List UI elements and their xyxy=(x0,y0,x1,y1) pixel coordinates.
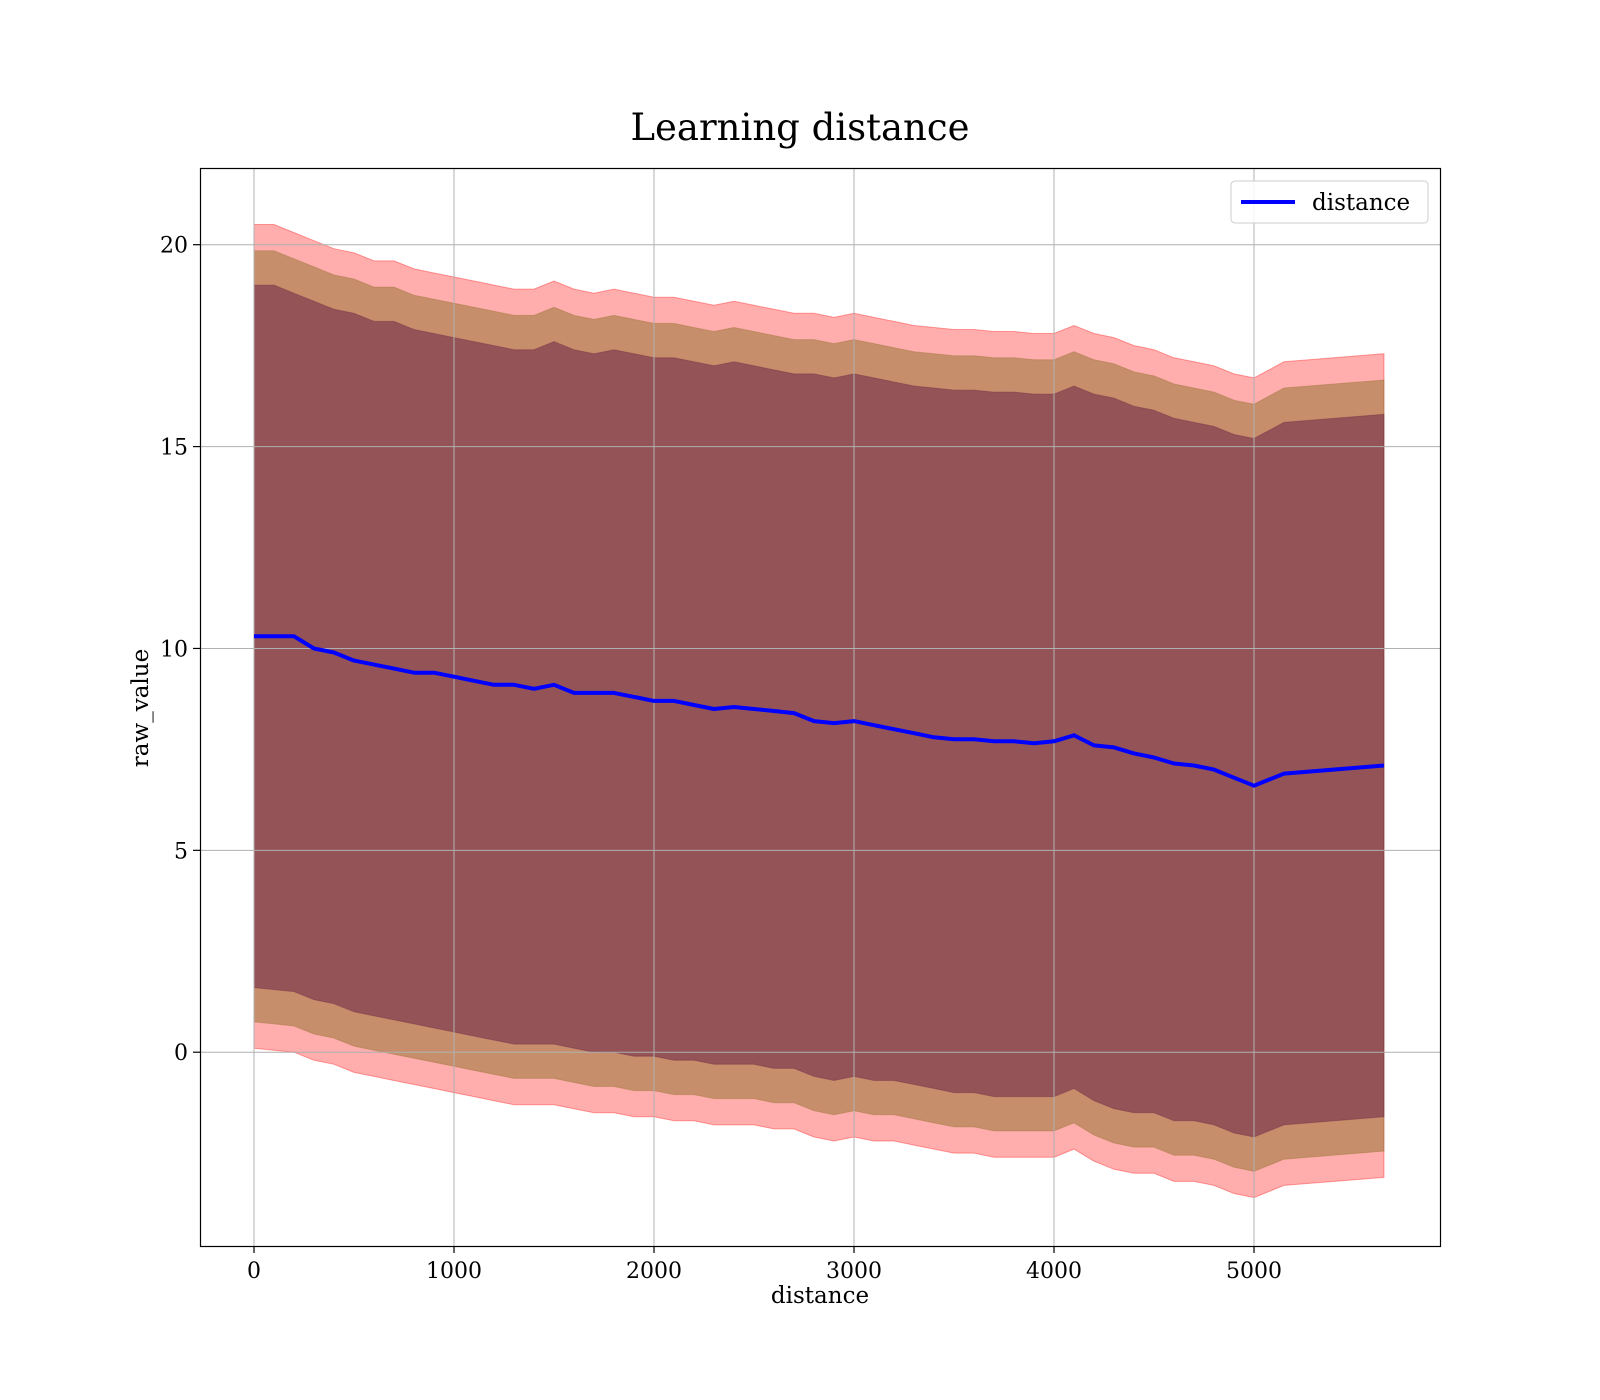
x-tick-label: 0 xyxy=(247,1259,261,1284)
x-axis-label: distance xyxy=(771,1283,869,1309)
y-axis-label: raw_value xyxy=(128,649,154,767)
band-inner xyxy=(253,284,1385,1138)
x-tick-label: 2000 xyxy=(626,1259,682,1284)
y-tick-label: 5 xyxy=(174,839,188,864)
legend-entry-distance: distance xyxy=(1312,190,1410,216)
plot-frame xyxy=(199,167,1442,1248)
x-tick-label: 3000 xyxy=(826,1259,882,1284)
y-axis-ticks: 0 5 10 15 20 xyxy=(160,234,200,1066)
x-axis-ticks: 0 1000 2000 3000 4000 5000 xyxy=(247,1246,1282,1284)
y-tick-label: 20 xyxy=(160,234,188,259)
x-tick-label: 1000 xyxy=(426,1259,482,1284)
legend-box xyxy=(1230,180,1429,224)
legend: distance xyxy=(1230,180,1429,224)
grid-lines xyxy=(200,168,1440,1246)
y-tick-label: 10 xyxy=(160,637,188,662)
x-tick-label: 5000 xyxy=(1226,1259,1282,1284)
y-tick-label: 15 xyxy=(160,436,188,461)
x-tick-label: 4000 xyxy=(1026,1259,1082,1284)
chart-title: Learning distance xyxy=(630,106,969,149)
confidence-bands xyxy=(253,224,1385,1199)
series-line-distance xyxy=(254,634,1385,788)
y-tick-label: 0 xyxy=(174,1041,188,1066)
series-lines xyxy=(254,634,1385,788)
